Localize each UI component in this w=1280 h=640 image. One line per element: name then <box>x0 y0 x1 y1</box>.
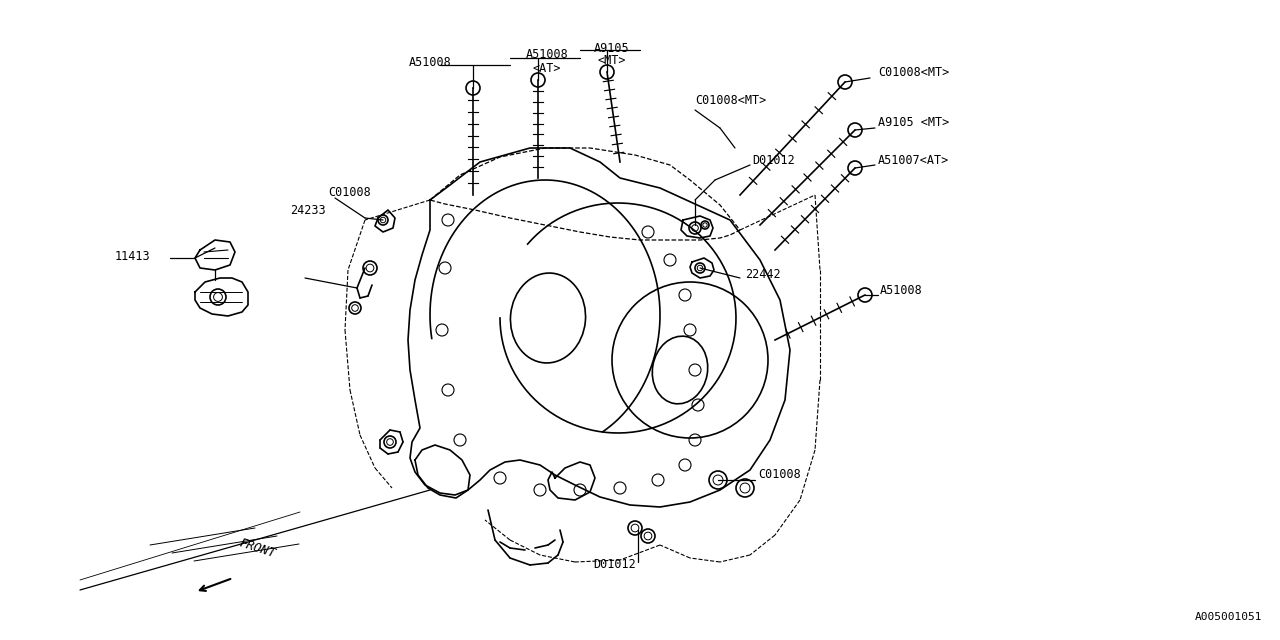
Text: A51008: A51008 <box>881 284 923 296</box>
Text: <AT>: <AT> <box>532 61 561 74</box>
Text: 11413: 11413 <box>115 250 151 264</box>
Text: A51008: A51008 <box>526 49 568 61</box>
Text: D01012: D01012 <box>753 154 795 166</box>
Text: A9105 <MT>: A9105 <MT> <box>878 115 950 129</box>
Text: A005001051: A005001051 <box>1194 612 1262 622</box>
Text: 24233: 24233 <box>291 204 325 216</box>
Text: C01008<MT>: C01008<MT> <box>878 67 950 79</box>
Text: A9105: A9105 <box>594 42 630 54</box>
Text: C01008: C01008 <box>758 468 801 481</box>
Text: D01012: D01012 <box>594 559 636 572</box>
Text: A51008: A51008 <box>408 56 452 68</box>
Text: A51007<AT>: A51007<AT> <box>878 154 950 166</box>
Text: C01008: C01008 <box>328 186 371 198</box>
Text: C01008<MT>: C01008<MT> <box>695 93 767 106</box>
Text: <MT>: <MT> <box>598 54 626 67</box>
Text: 22442: 22442 <box>745 269 781 282</box>
Text: FRONT: FRONT <box>238 536 278 560</box>
